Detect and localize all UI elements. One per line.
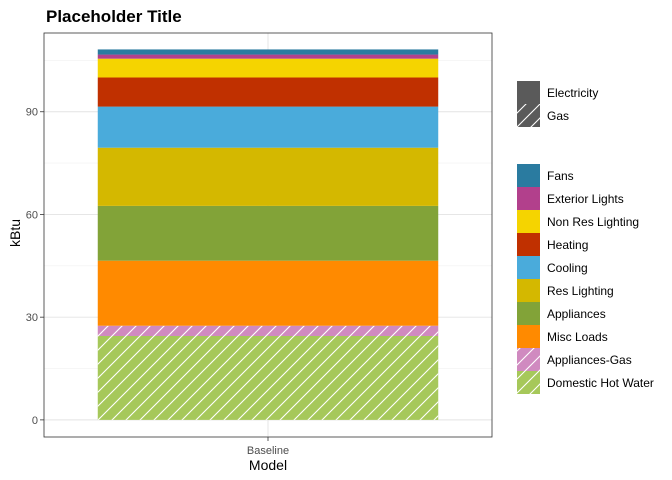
legend-key-non-res-lighting	[517, 210, 540, 233]
legend-label-res-lighting: Res Lighting	[547, 284, 614, 298]
chart-title: Placeholder Title	[46, 7, 182, 26]
legend-label-exterior-lights: Exterior Lights	[547, 192, 624, 206]
bar-hatch-domestic-hot-water	[97, 336, 439, 420]
y-tick-label: 90	[26, 107, 38, 119]
fuel-legend: Electricity Gas	[517, 81, 598, 127]
bar-segment-appliances	[97, 205, 439, 261]
y-tick-label: 60	[26, 209, 38, 221]
legend-key-misc-loads	[517, 325, 540, 348]
legend-label-appliances: Appliances	[547, 307, 606, 321]
bar-hatch-appliances-gas	[97, 325, 439, 336]
bar-segment-fans	[97, 49, 439, 55]
x-tick-label: Baseline	[247, 445, 289, 457]
bar-segment-res-lighting	[97, 147, 439, 206]
legend-key-cooling	[517, 256, 540, 279]
legend-label-misc-loads: Misc Loads	[547, 330, 608, 344]
legend-label-cooling: Cooling	[547, 261, 588, 275]
legend-key-hatch-domestic-hot-water	[517, 371, 540, 394]
legend-label-heating: Heating	[547, 238, 588, 252]
legend-key-res-lighting	[517, 279, 540, 302]
legend-key-fans	[517, 164, 540, 187]
x-axis: Baseline	[247, 437, 289, 457]
plot-area	[43, 32, 493, 438]
end-use-legend: Fans Exterior Lights Non Res Lighting Heati…	[517, 164, 654, 394]
y-axis: 0 30 60 90	[26, 107, 44, 427]
bar-segments	[97, 49, 439, 420]
y-tick-label: 0	[32, 415, 38, 427]
bar-segment-misc-loads	[97, 260, 439, 326]
legend-label-appliances-gas: Appliances-Gas	[547, 353, 632, 367]
y-tick-label: 30	[26, 312, 38, 324]
legend-key-appliances	[517, 302, 540, 325]
y-axis-title: kBtu	[7, 219, 23, 247]
bar-segment-heating	[97, 77, 439, 107]
legend-label-fans: Fans	[547, 169, 574, 183]
legend-label-domestic-hot-water: Domestic Hot Water	[547, 376, 654, 390]
x-axis-title: Model	[249, 457, 287, 473]
legend-label-non-res-lighting: Non Res Lighting	[547, 215, 639, 229]
bar-segment-non-res-lighting	[97, 58, 439, 78]
legend-key-hatch-appliances-gas	[517, 348, 540, 371]
legend-key-exterior-lights	[517, 187, 540, 210]
legend-label-electricity: Electricity	[547, 86, 598, 100]
legend-key-hatch-gas	[517, 104, 540, 127]
bar-segment-exterior-lights	[97, 54, 439, 59]
legend-label-gas: Gas	[547, 109, 569, 123]
legend-key-electricity	[517, 81, 540, 104]
bar-segment-cooling	[97, 106, 439, 148]
legend-key-heating	[517, 233, 540, 256]
